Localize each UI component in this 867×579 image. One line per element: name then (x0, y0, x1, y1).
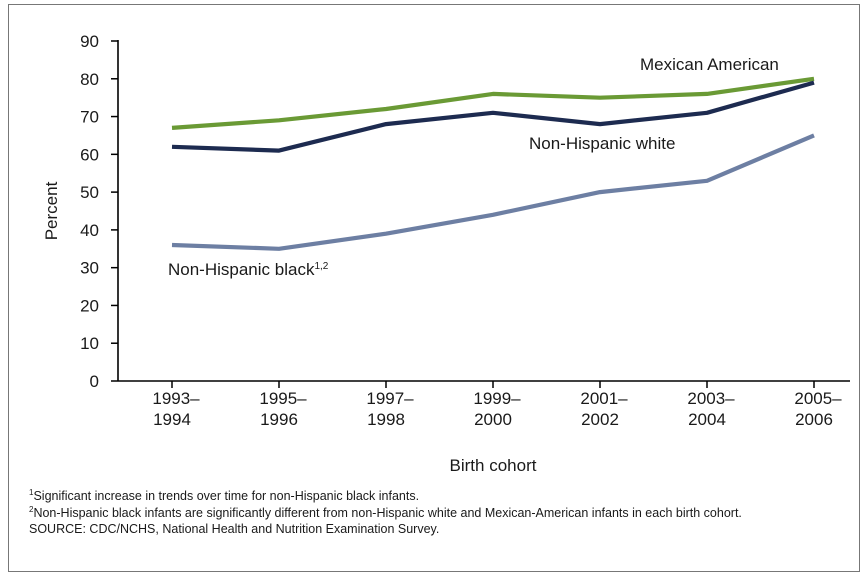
x-tick-label: 2001– 2002 (580, 389, 628, 429)
x-tick-label-line: 2001– (580, 389, 628, 408)
series-label-text: Non-Hispanic black (168, 260, 315, 279)
x-tick-label: 1999– 2000 (473, 389, 521, 429)
x-tick-label-line: 1996 (260, 410, 298, 429)
y-axis-label: Percent (42, 181, 61, 240)
x-tick-label-line: 1993– (152, 389, 200, 408)
footnotes: 1Significant increase in trends over tim… (29, 488, 849, 538)
series-label-text: Mexican American (640, 55, 779, 74)
x-tick-label-line: 1998 (367, 410, 405, 429)
x-tick-label: 2003– 2004 (687, 389, 735, 429)
y-tick-label: 60 (80, 145, 99, 164)
x-tick-label-line: 2002 (581, 410, 619, 429)
y-tick-label: 30 (80, 259, 99, 278)
footnote-1-text: Significant increase in trends over time… (33, 489, 420, 503)
y-tick-label: 0 (90, 372, 99, 391)
series-label-text: Non-Hispanic white (529, 134, 675, 153)
x-tick-label-line: 1995– (259, 389, 307, 408)
footnote-2: 2Non-Hispanic black infants are signific… (29, 505, 849, 522)
footnote-1-marker: 1 (29, 488, 34, 497)
x-tick-label-line: 1994 (153, 410, 191, 429)
y-tick-label: 40 (80, 221, 99, 240)
series-line-0 (171, 76, 815, 130)
x-tick-label: 2005– 2006 (794, 389, 842, 429)
x-tick-label: 1993– 1994 (152, 389, 200, 429)
series-label-2: Non-Hispanic black1,2 (168, 260, 329, 279)
x-tick-label-line: 1999– (473, 389, 521, 408)
series-label-1: Non-Hispanic white (529, 134, 675, 153)
x-tick-label-line: 2003– (687, 389, 735, 408)
x-tick-label-line: 2000 (474, 410, 512, 429)
x-axis-label: Birth cohort (450, 456, 537, 475)
chart-frame (8, 4, 860, 572)
x-tick-label: 1997– 1998 (366, 389, 414, 429)
series-label-superscript: 1,2 (314, 261, 328, 272)
x-tick-label: 1995– 1996 (259, 389, 307, 429)
x-tick-label-line: 2006 (795, 410, 833, 429)
x-tick-label-line: 2005– (794, 389, 842, 408)
footnote-2-marker: 2 (29, 504, 34, 514)
x-tick-label-line: 1997– (366, 389, 414, 408)
y-tick-label: 80 (80, 70, 99, 89)
y-tick-label: 90 (80, 32, 99, 51)
y-tick-label: 10 (80, 334, 99, 353)
line-chart: Percent Birth cohort 0 10 20 30 40 50 60 70 80 90… (42, 32, 850, 475)
y-tick-label: 50 (80, 183, 99, 202)
series-label-0: Mexican American (640, 55, 779, 74)
footnote-1: 1Significant increase in trends over tim… (29, 488, 849, 505)
y-tick-label: 70 (80, 108, 99, 127)
source-note: SOURCE: CDC/NCHS, National Health and Nu… (29, 522, 440, 536)
footnote-2-text: Non-Hispanic black infants are significa… (33, 505, 742, 520)
series-line-2 (171, 133, 815, 251)
series-line-1 (171, 80, 815, 153)
y-tick-label: 20 (80, 296, 99, 315)
x-tick-label-line: 2004 (688, 410, 726, 429)
